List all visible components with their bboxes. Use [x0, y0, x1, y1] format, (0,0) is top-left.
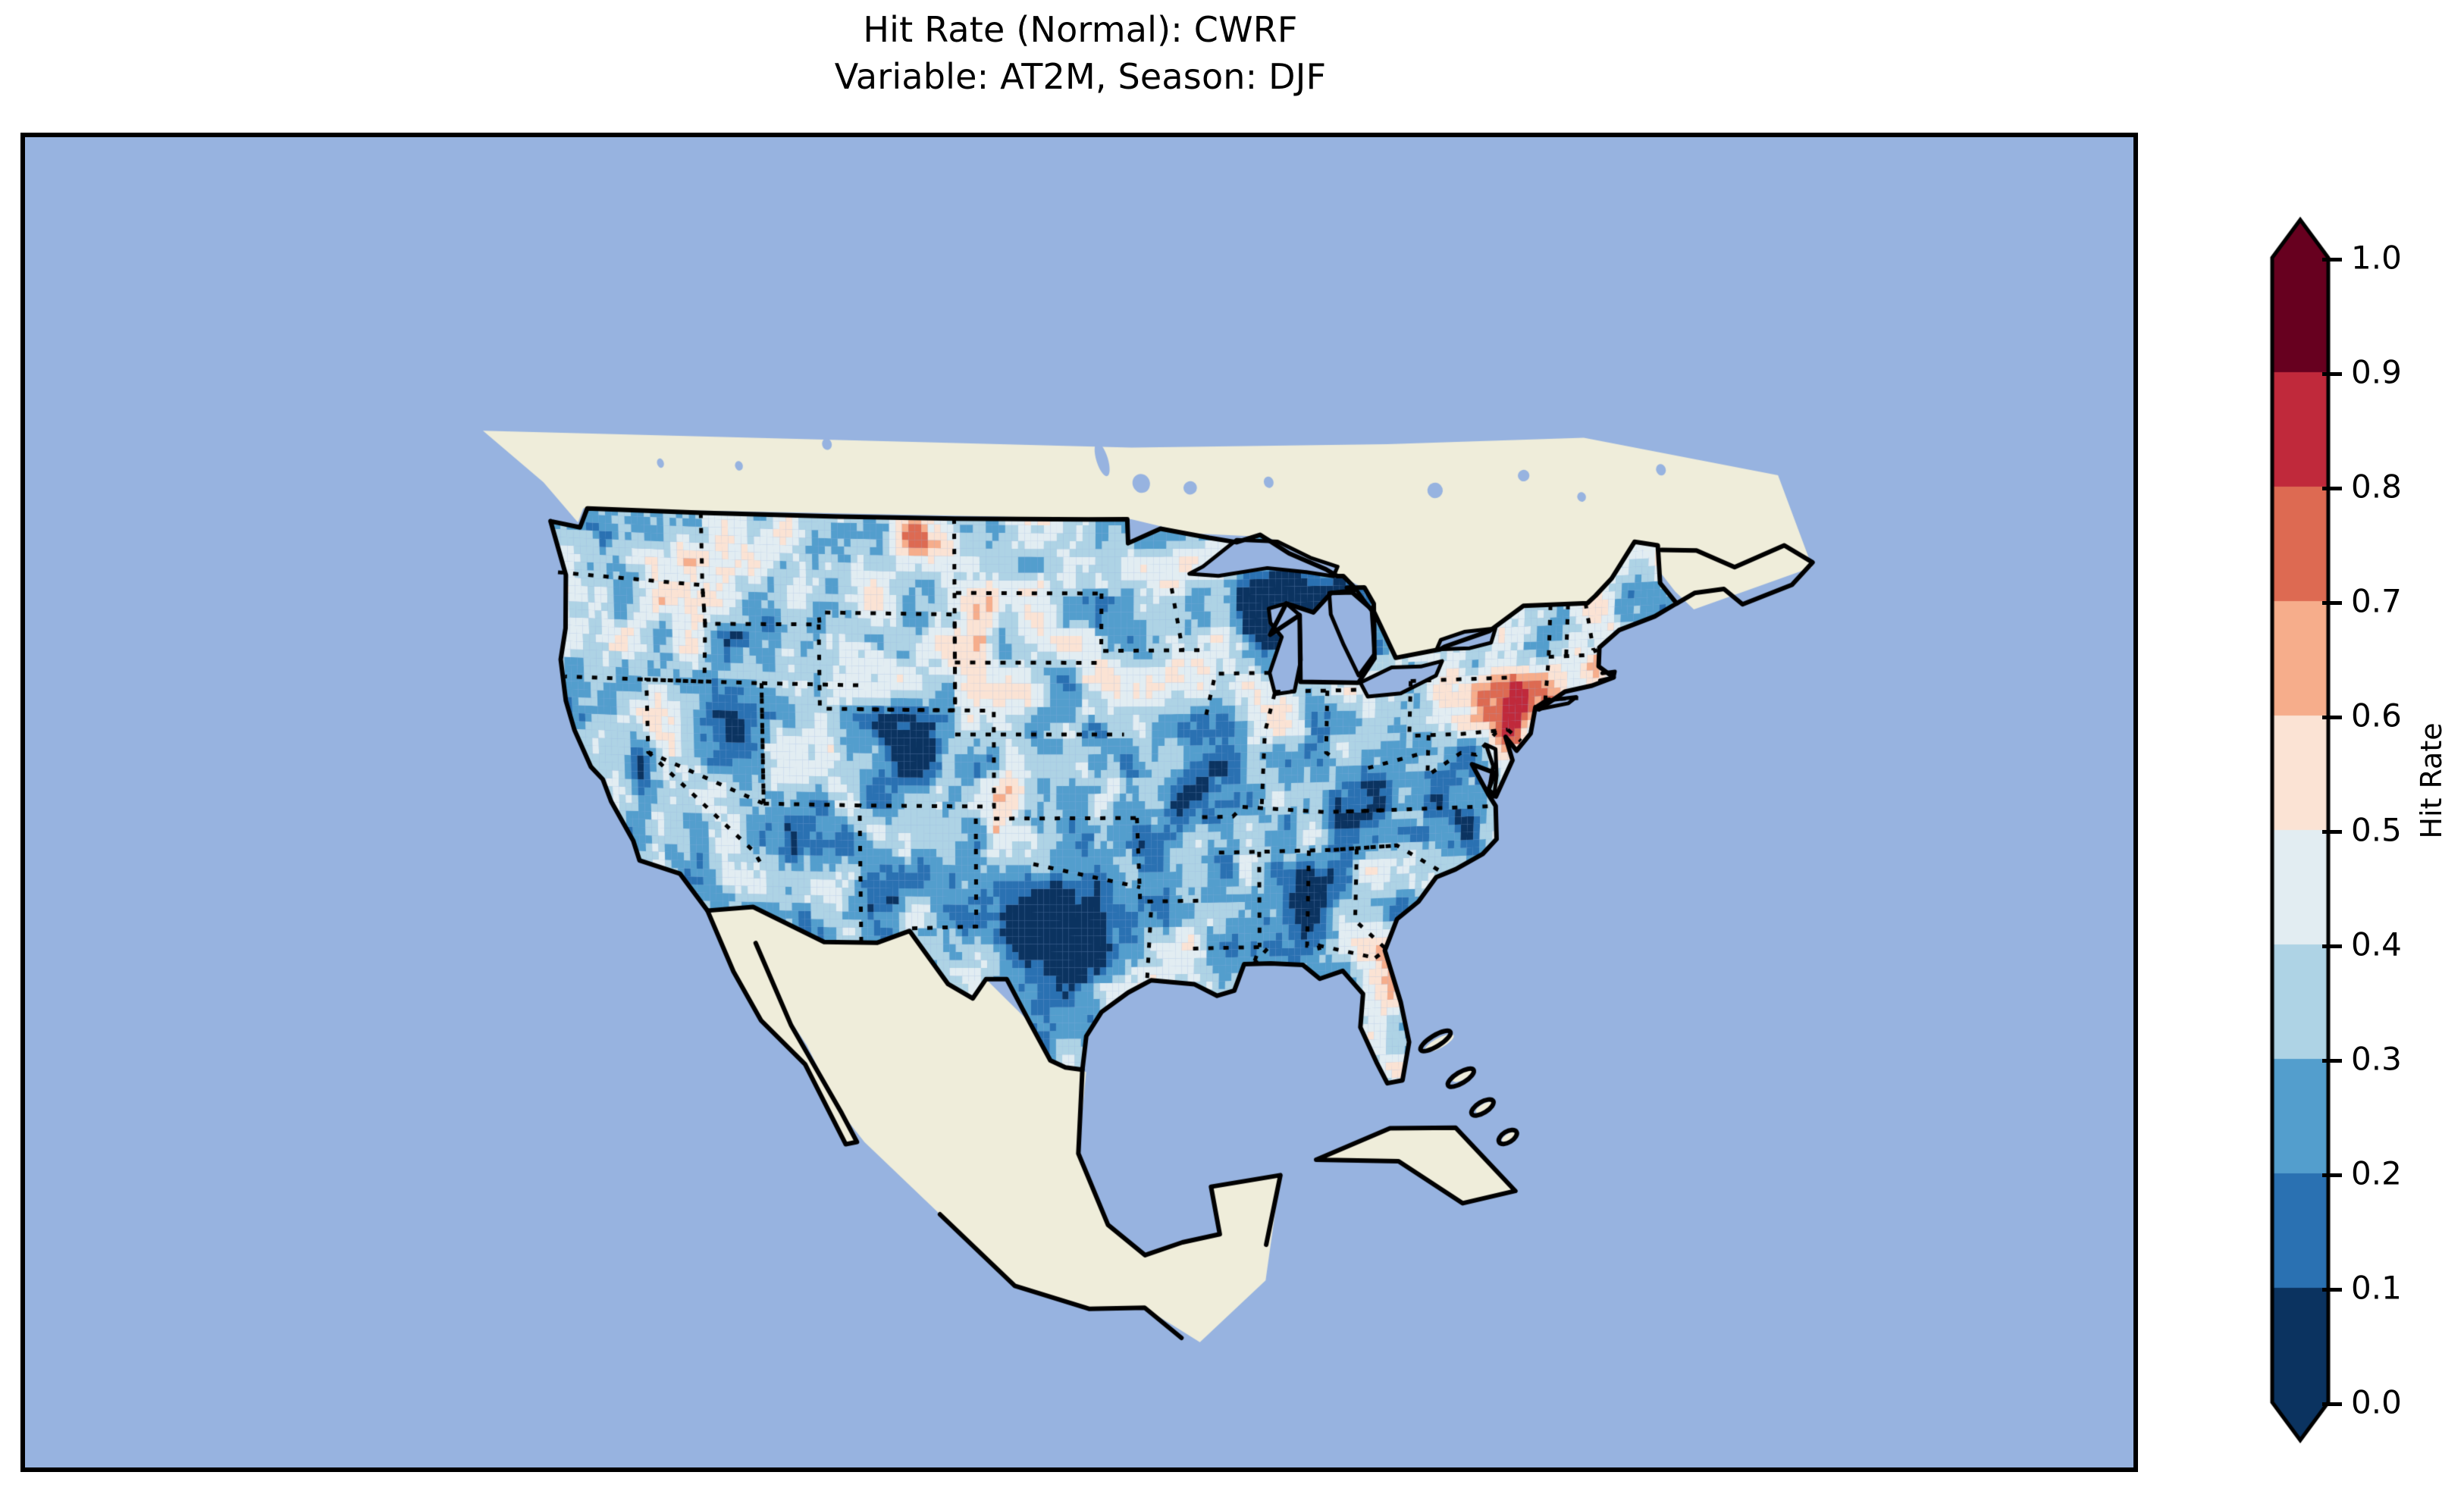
colorbar-tick-label: 0.3 [2351, 1040, 2402, 1078]
colorbar-tick-label: 0.2 [2351, 1154, 2402, 1192]
title-line-2: Variable: AT2M, Season: DJF [834, 56, 1327, 97]
colorbar-tick-label: 0.0 [2351, 1383, 2402, 1421]
colorbar-tick [2322, 1288, 2342, 1292]
colorbar-tick [2322, 258, 2342, 262]
colorbar-tick [2322, 716, 2342, 719]
colorbar-tick-label: 0.5 [2351, 811, 2402, 849]
colorbar-tick-label: 0.8 [2351, 468, 2402, 506]
colorbar-tick-label: 0.1 [2351, 1269, 2402, 1307]
map-plot-area [20, 133, 2138, 1472]
colorbar-tick [2322, 601, 2342, 605]
colorbar-gradient [2256, 114, 2377, 1448]
colorbar-tick [2322, 1173, 2342, 1177]
colorbar-tick [2322, 372, 2342, 376]
colorbar-tick [2322, 830, 2342, 834]
colorbar-tick-label: 0.4 [2351, 926, 2402, 963]
colorbar-tick-label: 0.7 [2351, 582, 2402, 620]
figure-title: Hit Rate (Normal): CWRF Variable: AT2M, … [0, 6, 2161, 100]
colorbar-tick [2322, 1059, 2342, 1063]
hit-rate-heatmap [25, 137, 2133, 1467]
colorbar-tick [2322, 944, 2342, 948]
colorbar-label: Hit Rate [2415, 722, 2448, 839]
colorbar-tick [2322, 1402, 2342, 1406]
colorbar-tick-label: 0.9 [2351, 353, 2402, 391]
colorbar-tick-label: 1.0 [2351, 239, 2402, 277]
title-line-1: Hit Rate (Normal): CWRF [863, 9, 1298, 50]
colorbar-tick [2322, 487, 2342, 490]
colorbar: Hit Rate 1.0 0.9 0.8 0.7 0.6 0.5 0.4 0.3 0.2 0.1 0… [2256, 114, 2464, 1448]
colorbar-tick-label: 0.6 [2351, 697, 2402, 734]
